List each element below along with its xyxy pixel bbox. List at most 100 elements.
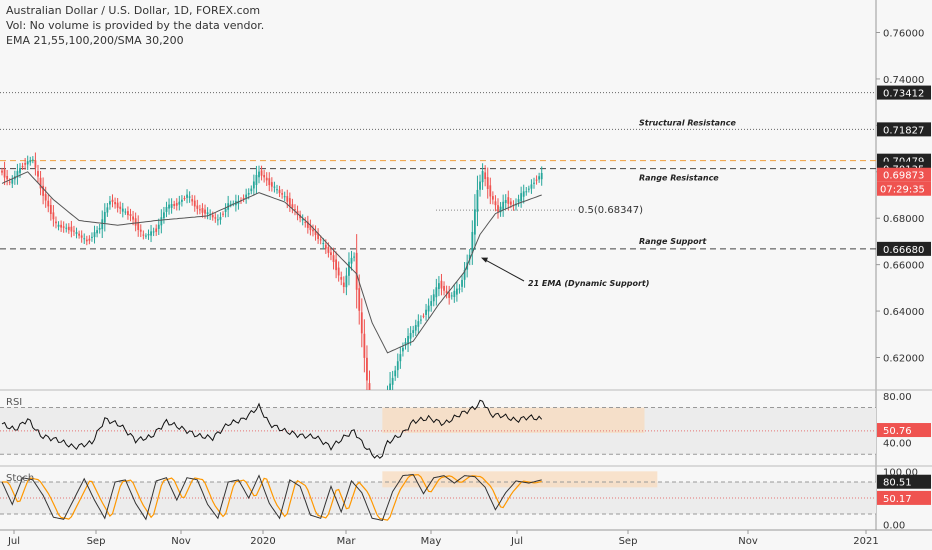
candle: [3, 169, 6, 178]
time-tick-label: May: [421, 536, 442, 547]
candle: [150, 231, 152, 236]
stoch-d-tag: 50.17: [883, 494, 912, 505]
candle: [67, 226, 70, 231]
candle: [494, 201, 497, 206]
last-price-tag: 0.69873: [883, 171, 924, 182]
candle: [147, 233, 150, 236]
candle: [204, 209, 206, 214]
candle: [294, 209, 296, 211]
candle: [98, 228, 101, 230]
stoch-title: Stoch: [6, 473, 34, 484]
candle: [335, 259, 337, 271]
candle: [245, 194, 248, 198]
candle: [396, 361, 399, 371]
candle: [114, 202, 116, 205]
stoch-k-tag-bg: [877, 474, 931, 489]
candle: [309, 224, 312, 231]
range-support-label: Range Support: [639, 237, 708, 246]
candle: [394, 370, 397, 377]
candle: [39, 177, 42, 189]
rsi-tick-label: 80.00: [883, 392, 912, 403]
candle: [471, 231, 474, 254]
rsi-tick-label: 40.00: [883, 439, 912, 450]
candle: [340, 277, 343, 280]
candle: [173, 204, 176, 206]
price-pane[interactable]: 0.5(0.68347) Structural Resistance Range R…: [0, 92, 876, 449]
candle: [414, 325, 417, 331]
candle: [520, 193, 523, 202]
candle: [170, 204, 173, 208]
candle: [312, 229, 314, 232]
candle: [476, 189, 479, 212]
candle: [540, 172, 543, 180]
level-tag: 0.66680: [883, 245, 924, 256]
candle: [124, 211, 127, 213]
rsi-current-tag: 50.76: [883, 426, 912, 437]
candle: [70, 226, 73, 232]
candle: [324, 244, 327, 249]
candle: [91, 236, 93, 238]
candle: [119, 206, 122, 209]
candle: [163, 212, 165, 219]
candle: [430, 301, 433, 306]
rsi-pane[interactable]: [0, 399, 876, 459]
candle: [489, 185, 492, 197]
candle: [24, 163, 27, 165]
candle: [250, 188, 253, 192]
candle: [502, 201, 505, 210]
countdown-label: 07:29:35: [880, 185, 925, 196]
candle: [420, 319, 422, 321]
range-resistance-label: Range Resistance: [639, 174, 719, 183]
candle: [425, 309, 427, 315]
time-tick-label: Mar: [337, 536, 357, 547]
candle: [186, 194, 188, 198]
candle: [525, 191, 528, 193]
candle: [317, 233, 320, 239]
candle: [301, 219, 304, 221]
candle: [473, 209, 476, 235]
candle: [1, 170, 3, 173]
time-tick-label: Nov: [738, 536, 758, 547]
candle: [358, 288, 361, 311]
candle: [211, 214, 214, 218]
candle: [538, 176, 541, 180]
level-tag-bg: [877, 85, 931, 100]
candle: [193, 200, 196, 207]
candle: [533, 182, 535, 184]
stoch-pane[interactable]: [0, 471, 876, 521]
candle: [450, 295, 453, 297]
candle: [291, 204, 294, 208]
candle: [350, 257, 353, 264]
candle: [127, 211, 129, 216]
candle: [327, 247, 330, 253]
candle: [389, 383, 391, 390]
candle: [152, 231, 155, 233]
candle: [348, 261, 350, 276]
candle: [80, 235, 83, 238]
candle: [101, 219, 104, 230]
candle: [139, 229, 142, 232]
candle: [83, 238, 86, 240]
candle: [260, 170, 263, 176]
candle: [47, 200, 50, 207]
candle: [455, 288, 458, 295]
candle: [103, 211, 106, 223]
candle: [427, 305, 430, 312]
candle: [62, 226, 65, 228]
candle: [522, 191, 525, 197]
candle: [438, 283, 440, 290]
price-tick-label: 0.68000: [883, 214, 924, 225]
candle: [216, 219, 219, 221]
candle: [222, 213, 224, 215]
candle: [137, 222, 140, 230]
candle: [214, 217, 217, 219]
rsi-highlight-box: [382, 407, 645, 433]
candle: [49, 205, 52, 214]
candle: [52, 212, 55, 220]
candle: [276, 189, 278, 191]
candle: [535, 179, 538, 181]
candle: [55, 221, 57, 224]
candle: [422, 315, 425, 317]
candle: [21, 166, 24, 168]
